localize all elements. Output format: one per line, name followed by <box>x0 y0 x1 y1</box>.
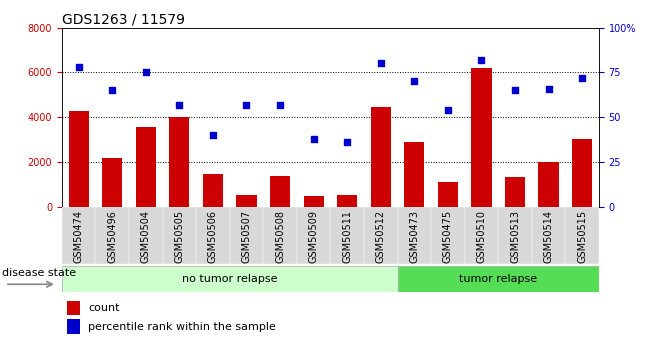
Bar <box>398 207 431 264</box>
Bar <box>135 127 156 207</box>
Text: GSM50510: GSM50510 <box>477 210 486 263</box>
Text: tumor relapse: tumor relapse <box>459 274 537 284</box>
Point <box>510 88 520 93</box>
Point <box>342 140 352 145</box>
Text: GSM50505: GSM50505 <box>174 210 184 263</box>
Text: GSM50511: GSM50511 <box>342 210 352 263</box>
Bar <box>169 117 189 207</box>
Point <box>544 86 554 91</box>
Point <box>409 79 419 84</box>
Point <box>174 102 184 108</box>
Text: GSM50515: GSM50515 <box>577 210 587 263</box>
Text: GSM50513: GSM50513 <box>510 210 520 263</box>
Text: GSM50475: GSM50475 <box>443 210 453 263</box>
Bar <box>532 207 565 264</box>
Point <box>477 57 487 63</box>
Text: GSM50473: GSM50473 <box>409 210 419 263</box>
Text: GSM50514: GSM50514 <box>544 210 553 263</box>
Bar <box>538 162 559 207</box>
Point <box>208 132 218 138</box>
Bar <box>431 207 465 264</box>
Bar <box>364 207 398 264</box>
Text: count: count <box>88 303 120 313</box>
Text: GSM50474: GSM50474 <box>74 210 83 263</box>
Bar <box>471 68 492 207</box>
Bar <box>572 139 592 207</box>
Bar <box>62 207 96 264</box>
Bar <box>330 207 364 264</box>
Point <box>242 102 252 108</box>
Text: percentile rank within the sample: percentile rank within the sample <box>88 322 276 332</box>
Text: disease state: disease state <box>3 268 77 278</box>
Bar <box>465 207 498 264</box>
Text: GDS1263 / 11579: GDS1263 / 11579 <box>62 12 185 27</box>
Point <box>74 64 84 70</box>
Text: GSM50496: GSM50496 <box>107 210 117 263</box>
Bar <box>337 195 357 207</box>
Bar <box>129 207 163 264</box>
Bar <box>96 207 129 264</box>
Point <box>309 136 319 141</box>
Point <box>275 102 285 108</box>
Point <box>141 70 151 75</box>
Bar <box>297 207 330 264</box>
Text: GSM50508: GSM50508 <box>275 210 285 263</box>
Bar <box>370 107 391 207</box>
Point <box>107 88 117 93</box>
Bar <box>67 301 80 315</box>
Bar <box>62 266 398 292</box>
Text: GSM50506: GSM50506 <box>208 210 218 263</box>
Text: GSM50512: GSM50512 <box>376 210 386 263</box>
Text: GSM50509: GSM50509 <box>309 210 318 263</box>
Bar <box>203 175 223 207</box>
Bar <box>498 207 532 264</box>
Bar <box>68 110 89 207</box>
Text: GSM50507: GSM50507 <box>242 210 251 263</box>
Bar <box>270 176 290 207</box>
Text: no tumor relapse: no tumor relapse <box>182 274 277 284</box>
Bar <box>565 207 599 264</box>
Bar <box>230 207 263 264</box>
Point <box>577 75 587 81</box>
Bar <box>505 177 525 207</box>
Bar <box>437 182 458 207</box>
Bar <box>163 207 196 264</box>
Text: GSM50504: GSM50504 <box>141 210 151 263</box>
Bar <box>303 196 324 207</box>
Bar <box>398 266 599 292</box>
Bar <box>67 319 80 334</box>
Point <box>376 61 386 66</box>
Bar <box>404 142 424 207</box>
Bar <box>196 207 230 264</box>
Bar <box>102 158 122 207</box>
Point <box>443 107 453 113</box>
Bar <box>236 195 256 207</box>
Bar <box>263 207 297 264</box>
